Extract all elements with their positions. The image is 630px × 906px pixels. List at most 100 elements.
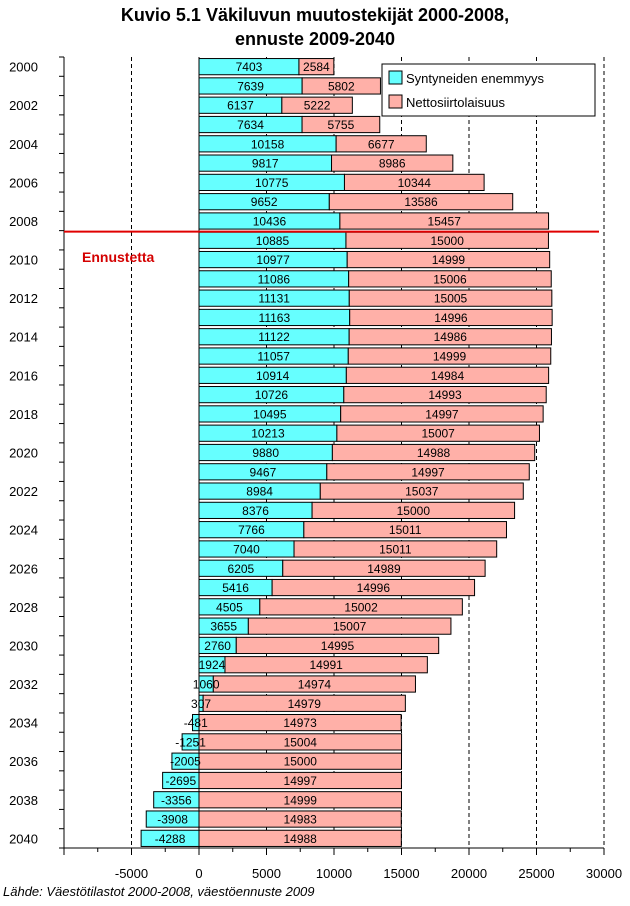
data-label-births: 8984 [246,485,273,499]
forecast-label: Ennustetta [82,249,155,265]
data-label-migration: 6677 [368,137,395,151]
data-label-births: 6137 [227,99,254,113]
data-label-births: 10977 [256,253,290,267]
bar-migration [303,521,507,539]
chart-subtitle: ennuste 2009-2040 [235,29,395,49]
data-label-births: 11131 [258,292,290,306]
data-label-births: 9880 [252,446,279,460]
bar-migration [345,366,550,384]
data-label-migration: 15457 [428,214,462,228]
x-tick-label: -5000 [115,866,148,881]
data-label-migration: 15007 [333,620,367,634]
data-label-migration: 14984 [431,369,465,383]
data-label-migration: 15005 [434,292,468,306]
axes: 2000 2002 2004 2006 2008 2010 2012 2014 2016 2018… [9,56,622,881]
bar-migration [328,193,514,211]
data-label-migration: 14999 [433,350,467,364]
x-tick-label: 10000 [316,866,352,881]
data-label-births: 9467 [250,465,277,479]
y-tick-label: 2010 [9,253,38,268]
y-tick-label: 2026 [9,561,38,576]
y-tick-label: 2030 [9,638,38,653]
bar-migration [348,270,552,288]
data-label-migration: 14989 [367,562,401,576]
data-label-migration: 13586 [404,195,438,209]
data-label-births: 11163 [259,311,291,325]
data-label-migration: 15002 [344,600,378,614]
data-label-births: 7040 [233,542,260,556]
data-label-births: 10495 [253,407,287,421]
bar-migration [282,559,486,577]
bar-migration [335,135,427,153]
data-label-births: -1251 [175,735,206,749]
data-label-births: 9652 [251,195,278,209]
bar-migration [347,347,552,365]
data-label-births: 2760 [204,639,231,653]
data-label-births: -2695 [165,774,196,788]
data-label-migration: 15000 [284,755,318,769]
bar-migration [336,424,540,442]
data-label-births: 7403 [236,60,263,74]
data-label-births: -2005 [170,755,201,769]
chart-title: Kuvio 5.1 Väkiluvun muutostekijät 2000-2… [121,5,509,25]
data-label-births: -4288 [155,832,186,846]
data-label-migration: 14986 [434,330,468,344]
x-tick-label: 30000 [586,866,622,881]
y-tick-label: 2036 [9,754,38,769]
data-label-migration: 15006 [433,272,467,286]
data-label-migration: 14988 [283,832,317,846]
data-label-migration: 14983 [283,813,317,827]
legend-label-births: Syntyneiden enemmyys [406,71,545,86]
data-label-births: -3356 [161,793,192,807]
data-label-migration: 14991 [309,658,343,672]
bar-migration [298,58,335,76]
source-note: Lähde: Väestötilastot 2000-2008, väestöe… [3,884,315,899]
y-tick-label: 2038 [9,793,38,808]
bars: 7403 2584 7639 5802 6137 5222 7634 5755 10158 667… [140,58,553,847]
data-label-migration: 15011 [389,523,422,537]
y-tick-label: 2020 [9,446,38,461]
bar-migration [331,154,454,172]
data-label-births: 10726 [255,388,289,402]
data-label-migration: 15011 [379,542,412,556]
bar-migration [343,173,485,192]
legend: Syntyneiden enemmyys Nettosiirtolaisuus [381,63,596,117]
bar-migration [311,501,516,519]
bar-migration [346,250,551,269]
y-tick-label: 2006 [9,175,38,190]
data-label-births: 1060 [193,678,220,692]
data-label-births: 7766 [238,523,265,537]
bar-migration [319,482,524,500]
bar-migration [340,405,544,423]
data-label-migration: 14979 [288,697,322,711]
data-label-migration: 2584 [303,60,330,74]
data-label-births: 9817 [252,157,279,171]
y-tick-label: 2004 [9,137,38,152]
data-label-migration: 15000 [397,504,431,518]
bar-migration [212,675,416,693]
y-tick-label: 2028 [9,600,38,615]
bar-migration [326,463,530,481]
data-label-births: 4505 [216,600,243,614]
y-tick-label: 2000 [9,60,38,75]
data-label-births: 5416 [222,581,249,595]
data-label-births: 8376 [242,504,269,518]
data-label-migration: 5755 [328,118,355,132]
data-label-births: -3908 [157,813,188,827]
legend-box [381,63,596,117]
x-tick-label: 0 [195,866,202,881]
data-label-migration: 14973 [283,716,317,730]
data-label-migration: 10344 [398,176,432,190]
data-label-migration: 8986 [379,157,406,171]
data-label-migration: 15000 [431,234,465,248]
data-label-migration: 14997 [425,407,459,421]
data-label-migration: 14999 [284,793,318,807]
data-label-births: 10775 [255,176,289,190]
y-tick-label: 2032 [9,677,38,692]
data-label-migration: 15004 [284,735,318,749]
data-label-births: -481 [184,716,208,730]
bar-migration [293,540,498,558]
y-tick-label: 2040 [9,831,38,846]
data-label-migration: 14996 [357,581,391,595]
data-label-migration: 5222 [304,99,331,113]
